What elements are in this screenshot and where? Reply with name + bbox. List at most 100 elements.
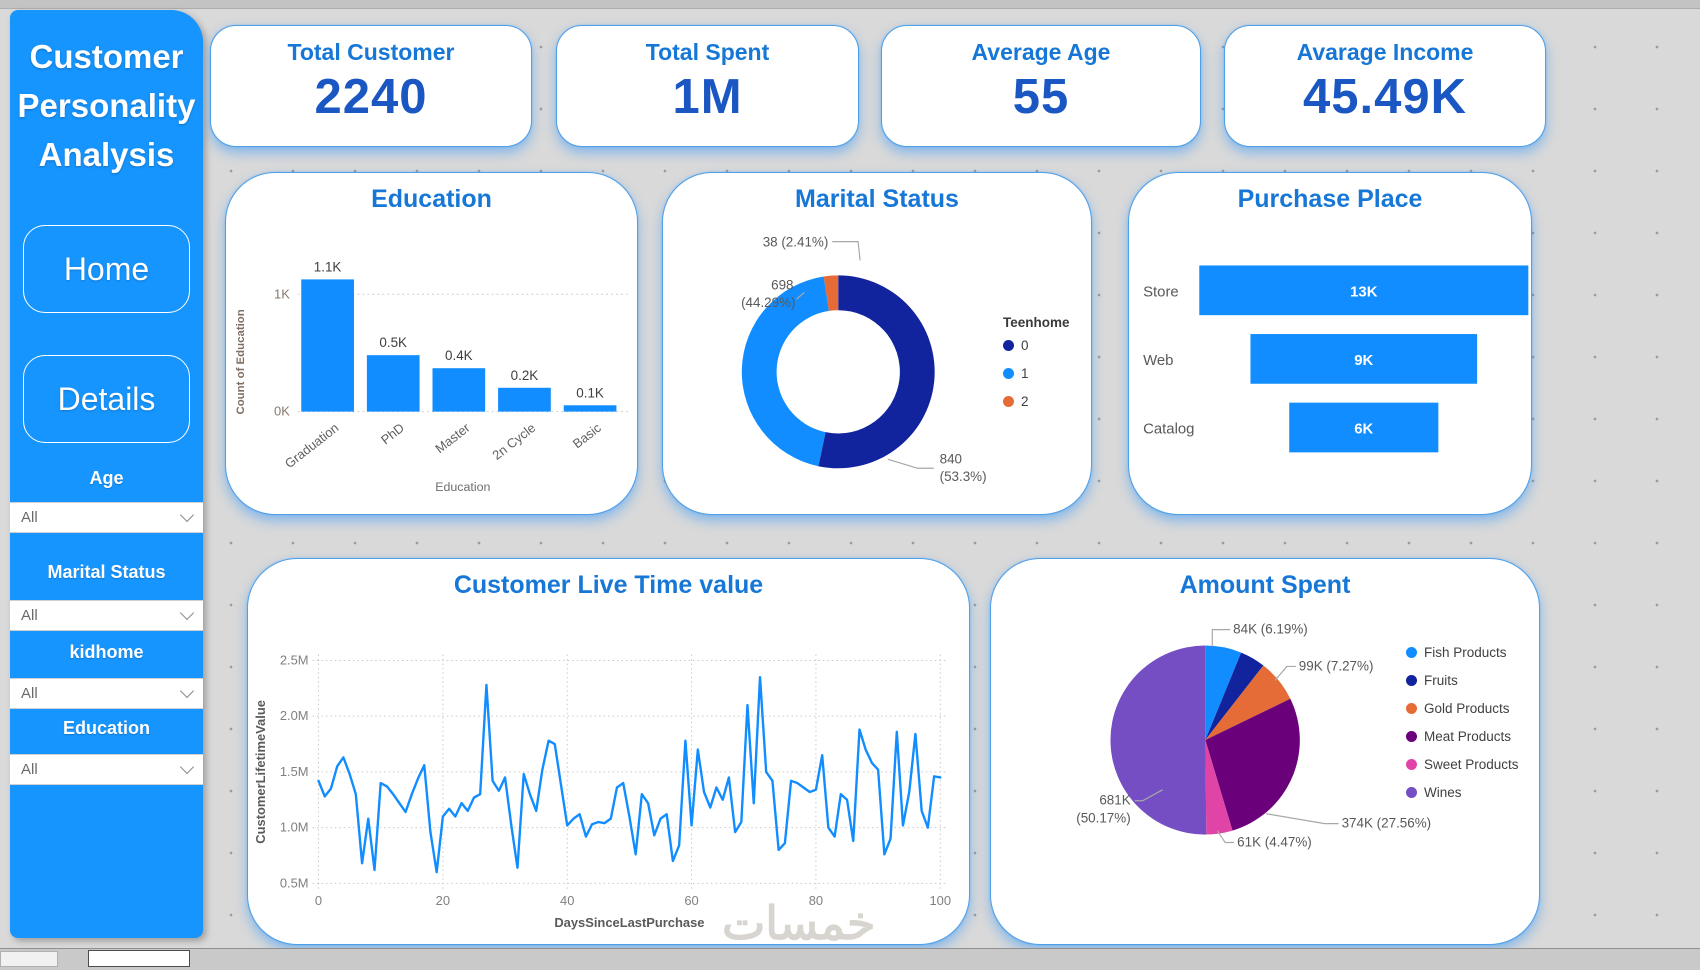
legend-label: Sweet Products	[1424, 757, 1519, 772]
education-bar-chart[interactable]: 1K 0K 1.1K Graduation 0.5K PhD 0.4K Master 0.2K 2…	[226, 173, 637, 514]
amount-spent-pie-chart[interactable]: 84K (6.19%) 99K (7.27%) 374K (27.56%) 61K (…	[991, 559, 1539, 944]
svg-text:1.0M: 1.0M	[280, 820, 309, 835]
legend-item: Fish Products	[1406, 645, 1519, 660]
kpi-title: Total Customer	[287, 39, 455, 65]
svg-text:80: 80	[809, 893, 823, 908]
legend-color-dot	[1003, 368, 1014, 379]
scrollbar-left-segment[interactable]	[0, 951, 58, 967]
legend-label: 1	[1021, 366, 1029, 381]
legend-item: Sweet Products	[1406, 757, 1519, 772]
details-button[interactable]: Details	[23, 355, 190, 443]
svg-text:13K: 13K	[1350, 284, 1378, 300]
chart-title: Customer Live Time value	[453, 571, 764, 599]
kpi-value: 1M	[672, 70, 743, 124]
svg-text:2.0M: 2.0M	[280, 708, 309, 723]
marital-status-donut-chart[interactable]: 840 (53.3%) 698 (44.29%) 38 (2.41%)	[663, 173, 1091, 514]
clv-line-chart[interactable]: 0.5M1.0M1.5M2.0M2.5M0 20 40 60 80 100Customer…	[248, 559, 969, 944]
svg-text:2n Cycle: 2n Cycle	[489, 420, 538, 463]
legend-label: Wines	[1424, 785, 1462, 800]
age-filter-dropdown[interactable]: All	[10, 502, 203, 533]
window-top-strip	[0, 0, 1700, 9]
scrollbar-thumb[interactable]	[88, 950, 190, 967]
svg-text:0.5M: 0.5M	[280, 875, 309, 890]
legend-label: Fish Products	[1424, 645, 1507, 660]
app-title: Customer Personality Analysis	[10, 32, 203, 179]
legend-color-dot	[1406, 647, 1417, 658]
legend-label: Gold Products	[1424, 701, 1510, 716]
svg-text:374K (27.56%): 374K (27.56%)	[1342, 816, 1432, 831]
legend-color-dot	[1003, 340, 1014, 351]
legend-title: Teenhome	[1003, 315, 1070, 330]
kidhome-filter-dropdown[interactable]: All	[10, 678, 203, 709]
marital-filter-dropdown[interactable]: All	[10, 600, 203, 631]
marital-filter-label: Marital Status	[47, 562, 166, 582]
svg-text:100: 100	[929, 893, 951, 908]
horizontal-scrollbar[interactable]	[0, 948, 1700, 970]
legend-color-dot	[1406, 731, 1417, 742]
age-filter-label: Age	[89, 468, 124, 488]
svg-text:Education: Education	[435, 480, 490, 494]
purchase-place-funnel-chart[interactable]: 13K Store 9K Web 6K Catalog	[1129, 173, 1531, 514]
svg-text:6K: 6K	[1354, 421, 1373, 437]
legend-label: 0	[1021, 338, 1029, 353]
legend-label: Fruits	[1424, 673, 1458, 688]
svg-text:DaysSinceLastPurchase: DaysSinceLastPurchase	[554, 915, 704, 930]
svg-text:698: 698	[771, 277, 793, 292]
kpi-title: Avarage Income	[1296, 39, 1474, 65]
legend-color-dot	[1406, 759, 1417, 770]
svg-text:PhD: PhD	[378, 420, 407, 447]
donut-legend: Teenhome 0 1 2	[1003, 315, 1070, 422]
clv-chart-card: Customer Live Time value 0.5M 1.0M 1.5M 2.0…	[247, 558, 970, 945]
chart-title: Purchase Place	[1237, 185, 1423, 213]
amount-spent-chart-card: Amount Spent 84K (6.19%) 99K (7.27%) 374K …	[990, 558, 1540, 945]
svg-text:Count of Education: Count of Education	[235, 309, 247, 414]
svg-text:0K: 0K	[274, 404, 290, 419]
purchase-place-chart-card: Purchase Place 13K Store 9K Web 6K Catalog	[1128, 172, 1532, 515]
app-title-line: Personality	[17, 87, 196, 124]
svg-text:CustomerLifetimeValue: CustomerLifetimeValue	[253, 700, 268, 844]
kidhome-filter-value: All	[21, 685, 38, 702]
svg-text:Basic: Basic	[570, 420, 605, 452]
legend-item: 0	[1003, 338, 1070, 353]
svg-text:20: 20	[436, 893, 450, 908]
chevron-down-icon	[179, 759, 195, 775]
svg-text:0.4K: 0.4K	[445, 348, 473, 363]
kpi-value: 2240	[314, 70, 428, 124]
legend-color-dot	[1003, 396, 1014, 407]
education-chart-card: Education 1K 0K 1.1K Graduation 0.5K PhD 0.4K M…	[225, 172, 638, 515]
home-button[interactable]: Home	[23, 225, 190, 313]
svg-text:Store: Store	[1143, 284, 1179, 300]
chart-title: Marital Status	[795, 185, 959, 213]
chart-title: Amount Spent	[1179, 571, 1351, 599]
svg-text:Catalog: Catalog	[1143, 421, 1194, 437]
svg-text:1K: 1K	[274, 286, 290, 301]
svg-text:99K (7.27%): 99K (7.27%)	[1299, 658, 1374, 673]
svg-text:9K: 9K	[1354, 353, 1373, 369]
svg-text:(53.3%): (53.3%)	[940, 469, 987, 484]
chevron-down-icon	[179, 683, 195, 699]
svg-text:Web: Web	[1143, 353, 1173, 369]
svg-text:Graduation: Graduation	[282, 420, 342, 471]
svg-text:40: 40	[560, 893, 574, 908]
svg-text:1.5M: 1.5M	[280, 764, 309, 779]
age-filter-value: All	[21, 509, 38, 526]
education-filter-label: Education	[62, 718, 150, 738]
kpi-value: 45.49K	[1302, 70, 1467, 124]
svg-text:(50.17%): (50.17%)	[1076, 811, 1130, 826]
legend-item: 1	[1003, 366, 1070, 381]
svg-text:1.1K: 1.1K	[314, 259, 342, 274]
legend-item: 2	[1003, 394, 1070, 409]
education-filter-value: All	[21, 761, 38, 778]
legend-item: Fruits	[1406, 673, 1519, 688]
watermark: خمسات	[722, 897, 876, 949]
svg-text:Master: Master	[432, 420, 473, 457]
svg-text:681K: 681K	[1099, 793, 1130, 808]
svg-text:(44.29%): (44.29%)	[741, 295, 795, 310]
kpi-average-income: Avarage Income 45.49K	[1224, 25, 1546, 147]
kpi-value: 55	[1012, 70, 1070, 124]
svg-text:0: 0	[315, 893, 322, 908]
education-filter-dropdown[interactable]: All	[10, 754, 203, 785]
legend-color-dot	[1406, 787, 1417, 798]
svg-text:60: 60	[684, 893, 698, 908]
